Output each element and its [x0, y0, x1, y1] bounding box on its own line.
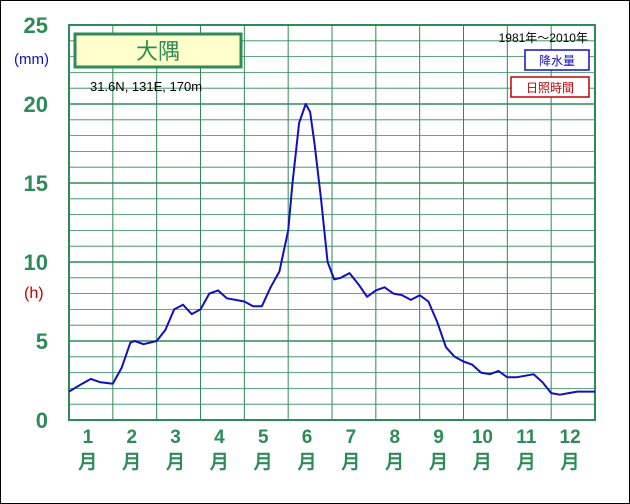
x-tick-month-number: 9 [433, 427, 444, 448]
x-tick-month-kanji: 月 [297, 452, 317, 473]
y-axis-ticks: 0 5 10 15 20 25 [24, 13, 48, 433]
station-coordinates: 31.6N, 131E, 170m [90, 79, 202, 94]
station-name-box [73, 32, 243, 69]
x-tick-month-kanji: 月 [560, 452, 580, 473]
x-tick-month-number: 7 [346, 427, 357, 448]
y-tick-label: 15 [24, 171, 48, 196]
x-tick-month-number: 10 [472, 427, 493, 448]
x-tick-month-kanji: 月 [428, 452, 448, 473]
x-tick-month-kanji: 月 [384, 452, 404, 473]
x-tick-month-number: 4 [214, 427, 225, 448]
x-tick-month-kanji: 月 [253, 452, 273, 473]
x-tick-month-kanji: 月 [165, 452, 185, 473]
sunshine-unit-label: (h) [24, 285, 44, 302]
x-tick-month-number: 3 [170, 427, 181, 448]
x-tick-month-kanji: 月 [121, 452, 141, 473]
x-axis-ticks: 1 月 2 月 3 月 4 月 5 月 6 月 7 月 8 月 9 月 10 月 11 月 12 月 [77, 427, 580, 473]
precip-unit-label: (mm) [14, 51, 49, 68]
x-tick-month-number: 2 [126, 427, 137, 448]
plot-frame [68, 24, 596, 421]
period-label: 1981年～2010年 [499, 31, 588, 45]
y-tick-label: 25 [24, 13, 48, 38]
y-tick-label: 5 [36, 329, 48, 354]
x-tick-month-number: 8 [389, 427, 400, 448]
y-tick-label: 0 [36, 408, 48, 433]
precipitation-series-line [68, 103, 595, 396]
x-tick-month-number: 11 [516, 427, 537, 448]
station-name: 大隅 [136, 40, 180, 65]
x-tick-month-kanji: 月 [209, 452, 229, 473]
legend-precip-box [524, 49, 590, 71]
x-tick-month-number: 12 [560, 427, 581, 448]
legend-sunshine-box [510, 76, 590, 98]
y-tick-label: 10 [24, 250, 48, 275]
x-tick-month-number: 1 [83, 427, 94, 448]
x-tick-month-kanji: 月 [77, 452, 97, 473]
x-tick-month-number: 6 [302, 427, 313, 448]
x-tick-month-kanji: 月 [472, 452, 492, 473]
x-tick-month-kanji: 月 [516, 452, 536, 473]
legend-precip-label: 降水量 [539, 54, 575, 68]
y-tick-label: 20 [24, 92, 48, 117]
x-tick-month-kanji: 月 [340, 452, 360, 473]
x-tick-month-number: 5 [258, 427, 269, 448]
legend-sunshine-label: 日照時間 [526, 81, 574, 95]
